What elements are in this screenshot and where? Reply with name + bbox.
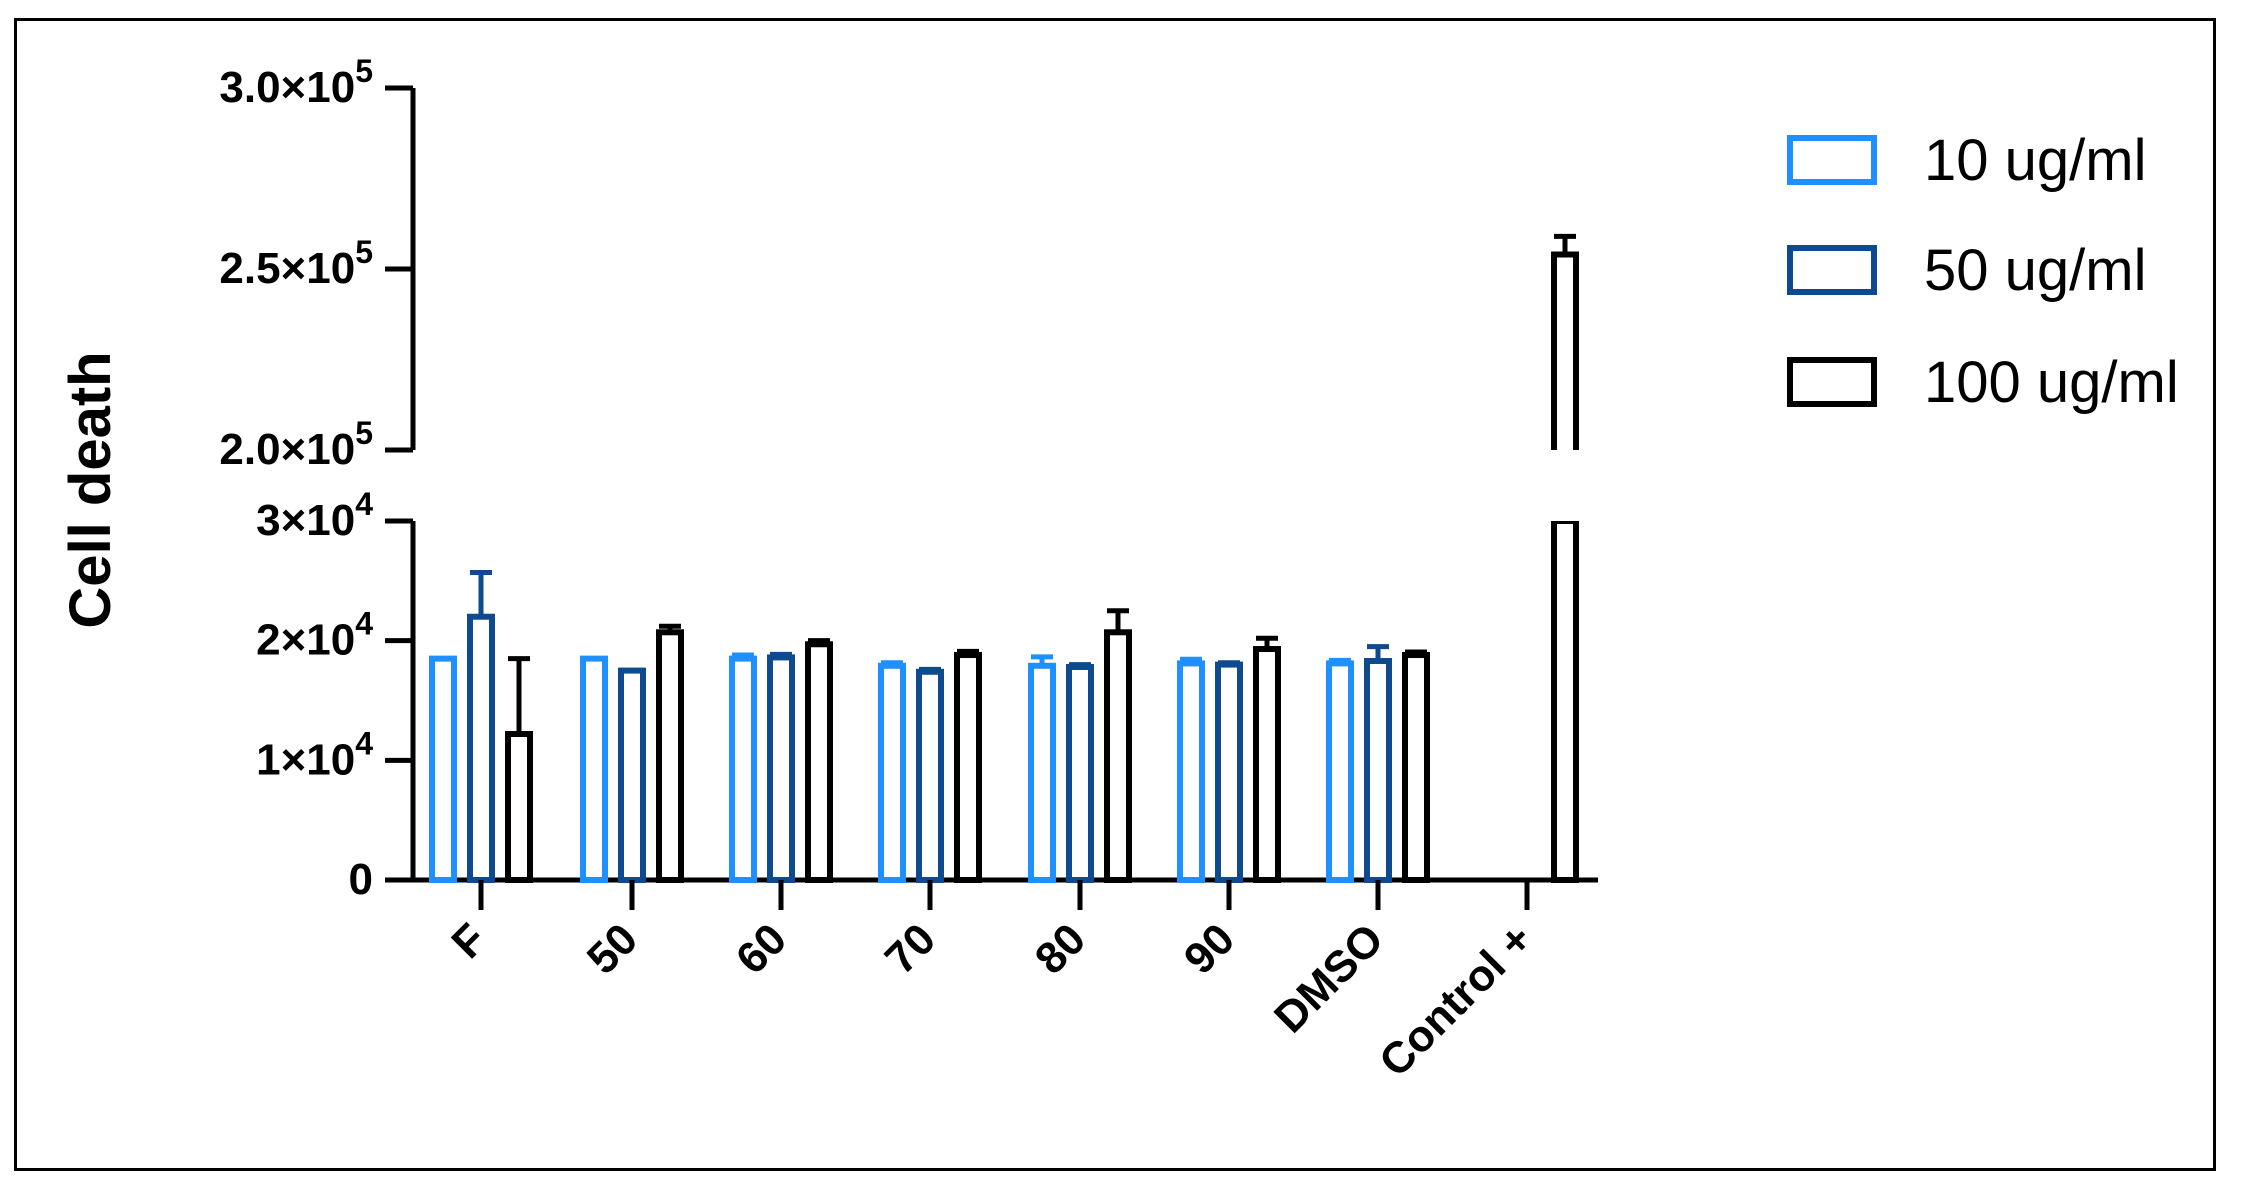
bar [1066, 663, 1094, 884]
x-tick-label: 90 [1175, 914, 1244, 983]
bar [1551, 518, 1579, 883]
bars-group [429, 233, 1580, 884]
bar [805, 641, 833, 883]
bar [1028, 662, 1056, 884]
y-tick-label: 2×104 [256, 606, 373, 665]
y-axis-label: Cell death [58, 351, 123, 628]
figure-frame [14, 18, 2216, 1171]
legend: 10 ug/ml 50 ug/ml 100 ug/ml [1787, 128, 2179, 415]
bar-break-gap [1550, 450, 1580, 521]
x-tick-label: 80 [1026, 914, 1095, 983]
bar [656, 629, 684, 883]
y-tick-label: 2.0×105 [219, 415, 373, 474]
bar [580, 655, 608, 883]
bar [505, 731, 533, 883]
bar [1177, 660, 1205, 883]
x-tick-label: Control + [1370, 914, 1542, 1086]
y-tick-label: 2.5×105 [219, 234, 373, 293]
y-tick-label: 0 [349, 855, 373, 904]
x-tick-label: 60 [727, 914, 796, 983]
y-tick-label: 1×104 [256, 725, 373, 784]
bar [1326, 660, 1354, 883]
x-tick-label: DMSO [1265, 914, 1393, 1042]
bar [878, 662, 906, 884]
bar [618, 667, 646, 883]
y-tick-label: 3×104 [256, 486, 373, 545]
x-tick-label: 50 [578, 914, 647, 983]
bar [954, 652, 982, 883]
bar [1104, 629, 1132, 883]
bar [767, 654, 795, 883]
y-tick-label: 3.0×105 [219, 53, 373, 112]
legend-label: 100 ug/ml [1924, 350, 2179, 415]
x-tick-label: 70 [876, 914, 945, 983]
x-tick-label: F [442, 914, 496, 968]
y-ticks: 0 1×104 2×104 3×104 2.0×105 2.5×105 3.0×105 [219, 53, 413, 904]
bar [1402, 652, 1430, 883]
bar [1364, 658, 1392, 884]
bar [729, 655, 757, 883]
legend-label: 10 ug/ml [1924, 128, 2146, 193]
legend-swatch [1787, 245, 1877, 295]
bar [1215, 661, 1243, 883]
bar [429, 655, 457, 883]
legend-swatch [1787, 357, 1877, 407]
bar-upper-segment [1551, 251, 1579, 450]
legend-label: 50 ug/ml [1924, 238, 2146, 303]
bar [467, 613, 495, 883]
bar [916, 668, 944, 884]
bar [1253, 646, 1281, 883]
legend-swatch [1787, 135, 1877, 185]
